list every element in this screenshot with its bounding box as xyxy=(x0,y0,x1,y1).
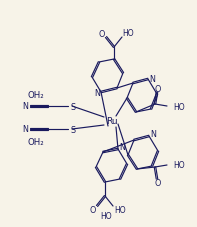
Text: OH₂: OH₂ xyxy=(28,138,45,147)
Text: N: N xyxy=(94,89,100,98)
Text: HO: HO xyxy=(100,212,112,220)
Text: N: N xyxy=(22,102,28,111)
Text: O: O xyxy=(155,179,161,188)
Text: S: S xyxy=(71,103,76,112)
Text: N: N xyxy=(149,74,155,83)
Text: HO: HO xyxy=(114,206,126,215)
Text: HO: HO xyxy=(173,103,185,112)
Text: HO: HO xyxy=(173,161,185,170)
Text: O: O xyxy=(99,29,105,38)
Text: HO: HO xyxy=(122,28,134,37)
Text: O: O xyxy=(155,84,161,93)
Text: Ru: Ru xyxy=(106,117,118,126)
Text: N: N xyxy=(119,143,125,152)
Text: N: N xyxy=(150,130,156,139)
Text: N: N xyxy=(22,125,28,134)
Text: OH₂: OH₂ xyxy=(28,90,45,99)
Text: O: O xyxy=(90,206,96,215)
Text: S: S xyxy=(71,126,76,135)
